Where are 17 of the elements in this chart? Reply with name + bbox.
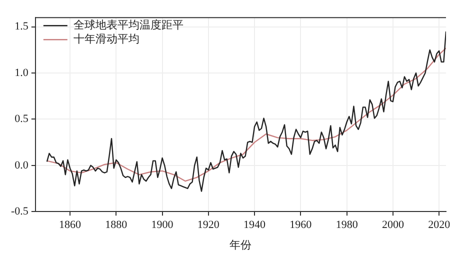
x-tick-label: 2020 (428, 219, 451, 232)
x-axis-title: 年份 (230, 239, 252, 252)
y-tick-label: 0.0 (14, 159, 29, 172)
x-tick-label: 1860 (59, 219, 82, 232)
y-tick-label: 1.0 (14, 66, 29, 79)
legend-label: 十年滑动平均 (73, 32, 140, 46)
x-tick-label: 1880 (105, 219, 128, 232)
x-tick-label: 1940 (244, 219, 266, 232)
x-tick-label: 1920 (197, 219, 220, 232)
y-tick-label: 0.5 (14, 113, 29, 126)
x-tick-label: 2000 (382, 219, 404, 232)
legend-label: 全球地表平均温度距平 (73, 18, 184, 32)
x-tick-label: 1960 (290, 219, 312, 232)
y-tick-label: -0.5 (10, 205, 29, 218)
y-tick-label: 1.5 (14, 20, 29, 33)
x-tick-label: 1980 (336, 219, 358, 232)
x-tick-label: 1900 (151, 219, 174, 232)
